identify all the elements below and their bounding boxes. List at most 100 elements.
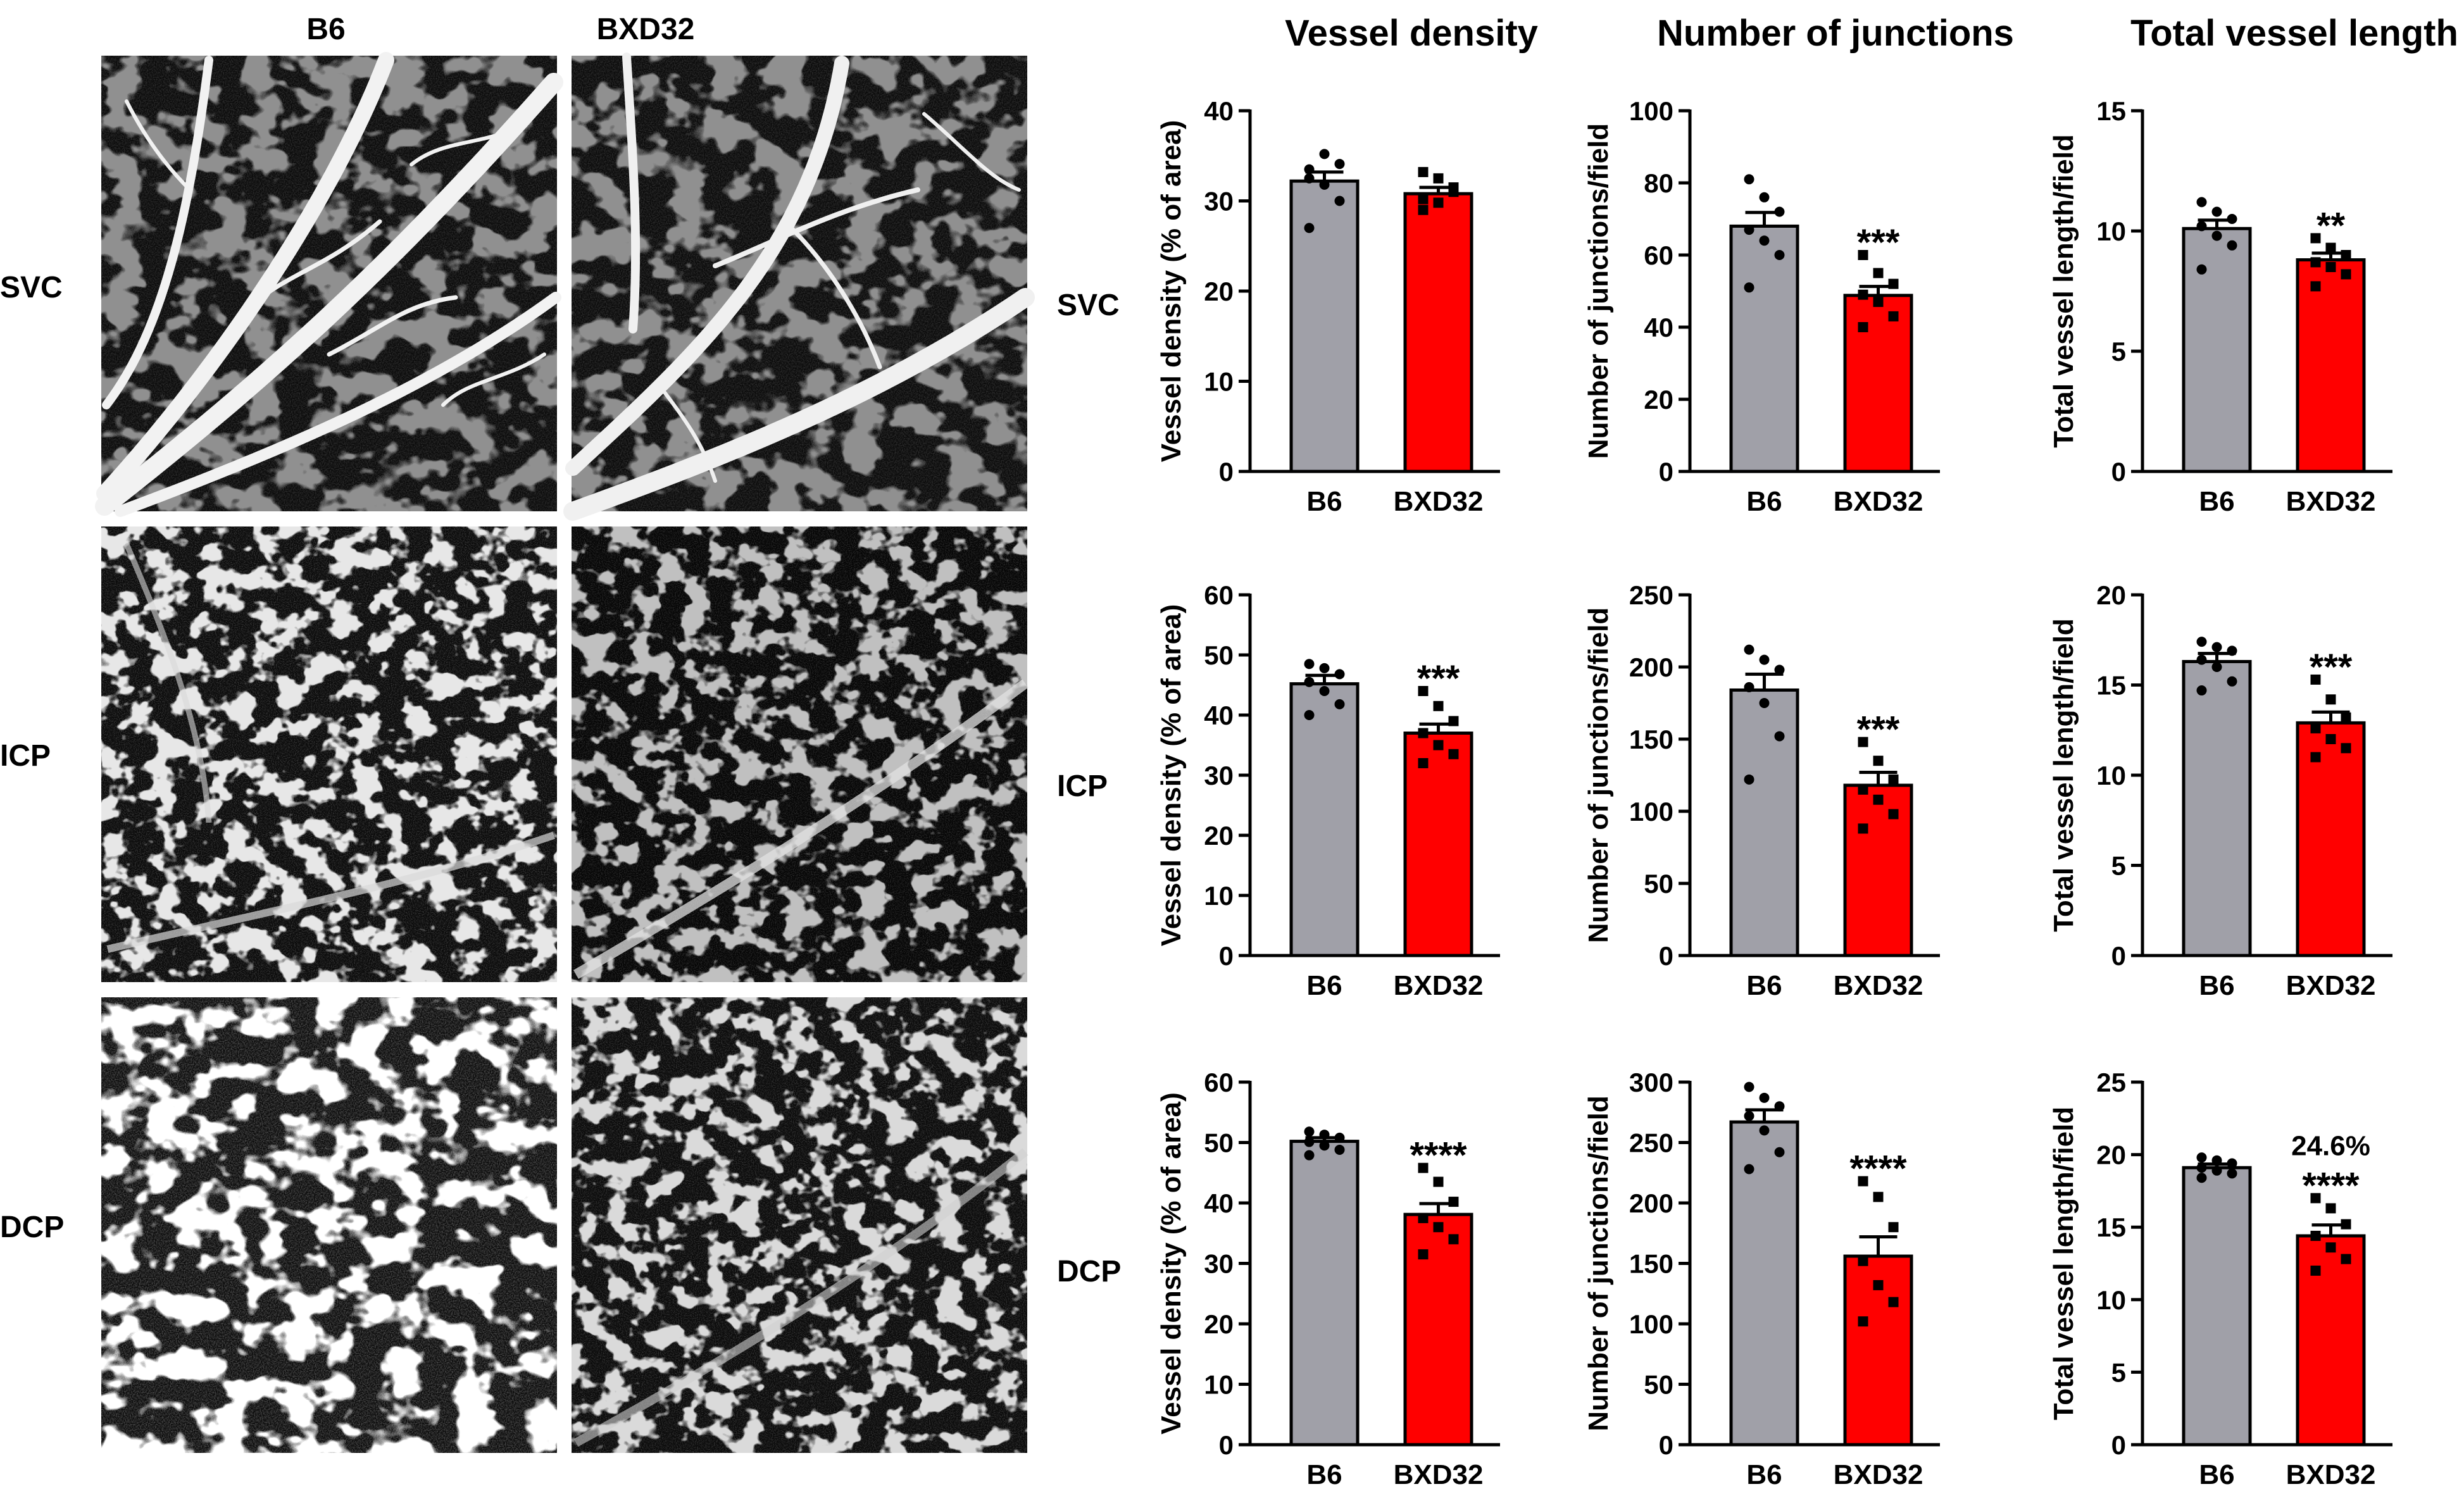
- chart-svc-number-of-junctions-point-b6-6: [1744, 282, 1754, 293]
- chart-dcp-vessel-density-point-bxd32-4: [1433, 1222, 1444, 1233]
- chart-icp-total-vessel-length-point-bxd32-1: [2325, 694, 2336, 705]
- chart-icp-number-of-junctions-point-b6-5: [1774, 731, 1785, 742]
- chart-icp-number-of-junctions-ylabel: Number of junctions/field: [1583, 607, 1614, 943]
- chart-icp-number-of-junctions-point-b6-3: [1744, 682, 1754, 692]
- chart-svc-total-vessel-length-point-bxd32-0: [2310, 233, 2321, 244]
- chart-svc-vessel-density-xtick-label-b6: B6: [1306, 486, 1342, 517]
- chart-dcp-number-of-junctions-significance: ****: [1849, 1149, 1907, 1190]
- chart-dcp-vessel-density-xtick-label-b6: B6: [1306, 1459, 1342, 1489]
- chart-dcp-vessel-density-point-bxd32-2: [1448, 1197, 1459, 1207]
- chart-icp-vessel-density-xtick-label-bxd32: BXD32: [1394, 970, 1484, 1001]
- chart-svc-total-vessel-length-point-bxd32-5: [2341, 269, 2351, 280]
- chart-dcp-total-vessel-length-point-bxd32-3: [2310, 1230, 2321, 1241]
- chart-svc-number-of-junctions-point-b6-5: [1774, 250, 1785, 260]
- chart-dcp-number-of-junctions-xtick-label-b6: B6: [1746, 1459, 1782, 1489]
- chart-icp-total-vessel-length-point-bxd32-6: [2310, 752, 2321, 763]
- column-header-bxd32: BXD32: [597, 13, 695, 46]
- chart-svc-vessel-density-ytick-label-20: 20: [1204, 277, 1234, 306]
- chart-icp-vessel-density-ylabel: Vessel density (% of area): [1156, 604, 1187, 946]
- chart-icp-total-vessel-length-point-b6-3: [2196, 654, 2207, 665]
- chart-svc-number-of-junctions-ytick-label-20: 20: [1644, 385, 1673, 414]
- chart-dcp-number-of-junctions-ytick-label-250: 250: [1629, 1128, 1673, 1158]
- chart-icp-total-vessel-length-ylabel: Total vessel length/field: [2048, 618, 2079, 932]
- chart-icp-number-of-junctions-point-b6-0: [1744, 644, 1754, 655]
- chart-svc-number-of-junctions-point-b6-0: [1744, 174, 1754, 185]
- chart-svc-total-vessel-length-ytick-label-15: 15: [2096, 96, 2126, 126]
- chart-icp-number-of-junctions-xtick-label-bxd32: BXD32: [1834, 970, 1923, 1001]
- chart-svc-number-of-junctions-point-bxd32-4: [1873, 297, 1884, 308]
- chart-icp-total-vessel-length-point-b6-4: [2211, 662, 2222, 672]
- chart-svc-number-of-junctions-bar-b6: [1729, 224, 1799, 473]
- chart-icp-number-of-junctions-point-bxd32-6: [1858, 823, 1868, 834]
- chart-dcp-number-of-junctions-point-b6-0: [1744, 1081, 1754, 1092]
- chart-row-label-dcp: DCP: [1057, 1255, 1121, 1288]
- chart-dcp-number-of-junctions-point-bxd32-5: [1888, 1297, 1899, 1307]
- chart-svc-vessel-density-bar-b6: [1289, 179, 1360, 473]
- chart-svc-total-vessel-length-xtick-label-b6: B6: [2199, 486, 2234, 517]
- chart-icp-total-vessel-length: 0 5 10 15 20 Total vessel length/field B6 BXD32…: [2048, 580, 2392, 1001]
- chart-icp-number-of-junctions-point-bxd32-1: [1873, 756, 1884, 766]
- chart-icp-vessel-density-point-bxd32-3: [1418, 728, 1429, 738]
- chart-dcp-number-of-junctions-point-b6-3: [1744, 1111, 1754, 1121]
- chart-icp-vessel-density-ytick-label-20: 20: [1204, 821, 1234, 850]
- chart-svc-number-of-junctions-point-bxd32-1: [1873, 268, 1884, 278]
- chart-svc-number-of-junctions-xtick-label-b6: B6: [1746, 486, 1782, 517]
- chart-dcp-number-of-junctions-point-b6-6: [1744, 1164, 1754, 1174]
- chart-svc-number-of-junctions-point-b6-1: [1759, 192, 1770, 202]
- chart-dcp-vessel-density-ytick-label-30: 30: [1204, 1249, 1234, 1279]
- chart-dcp-total-vessel-length-point-b6-2: [2227, 1158, 2237, 1169]
- chart-dcp-vessel-density-point-b6-2: [1334, 1132, 1345, 1143]
- chart-dcp-vessel-density-bar-b6: [1289, 1140, 1360, 1447]
- chart-svc-total-vessel-length: 0 5 10 15 Total vessel length/field B6 BXD32 **: [2048, 96, 2392, 517]
- chart-icp-number-of-junctions-ytick-label-100: 100: [1629, 797, 1673, 826]
- chart-svc-vessel-density-point-b6-4: [1319, 179, 1330, 190]
- chart-svc-total-vessel-length-point-bxd32-6: [2310, 281, 2321, 292]
- chart-svc-vessel-density-point-bxd32-4: [1433, 197, 1444, 208]
- chart-dcp-vessel-density-ytick-label-0: 0: [1219, 1430, 1234, 1460]
- chart-icp-total-vessel-length-point-b6-0: [2196, 637, 2207, 647]
- chart-svc-vessel-density-point-b6-1: [1319, 149, 1330, 159]
- chart-dcp-total-vessel-length-ytick-label-20: 20: [2096, 1140, 2126, 1170]
- chart-grid: 0 10 20 30 40 Vessel density (% of area) B6 BXD…: [1156, 96, 2392, 1489]
- chart-dcp-total-vessel-length-ytick-label-25: 25: [2096, 1068, 2126, 1097]
- chart-icp-vessel-density-point-b6-2: [1334, 669, 1345, 680]
- chart-icp-total-vessel-length-point-b6-2: [2227, 645, 2237, 656]
- chart-svc-vessel-density-ytick-label-40: 40: [1204, 96, 1234, 126]
- chart-svc-number-of-junctions-point-b6-2: [1774, 206, 1785, 217]
- chart-svc-vessel-density-point-b6-3: [1304, 173, 1315, 184]
- chart-icp-total-vessel-length-point-bxd32-5: [2341, 743, 2351, 754]
- chart-dcp-vessel-density-point-bxd32-1: [1433, 1176, 1444, 1187]
- chart-dcp-total-vessel-length-ytick-label-0: 0: [2111, 1430, 2126, 1460]
- chart-icp-total-vessel-length-xtick-label-b6: B6: [2199, 970, 2234, 1001]
- chart-icp-total-vessel-length-point-bxd32-0: [2310, 674, 2321, 685]
- chart-dcp-total-vessel-length-point-bxd32-2: [2341, 1219, 2351, 1230]
- chart-icp-total-vessel-length-point-bxd32-4: [2325, 734, 2336, 744]
- chart-svc-total-vessel-length-significance: **: [2317, 205, 2346, 246]
- chart-icp-vessel-density-point-bxd32-2: [1448, 716, 1459, 726]
- chart-icp-number-of-junctions-ytick-label-0: 0: [1659, 941, 1673, 971]
- chart-icp-number-of-junctions-point-b6-2: [1774, 664, 1785, 675]
- chart-svc-total-vessel-length-ylabel: Total vessel length/field: [2048, 134, 2079, 448]
- chart-svc-total-vessel-length-point-bxd32-4: [2325, 262, 2336, 272]
- chart-icp-number-of-junctions-bar-b6: [1729, 688, 1799, 957]
- chart-svc-vessel-density-point-bxd32-1: [1433, 173, 1444, 184]
- micrograph-grid: [95, 52, 1035, 1453]
- chart-icp-number-of-junctions-point-bxd32-2: [1888, 774, 1899, 785]
- chart-svc-number-of-junctions-ytick-label-100: 100: [1629, 96, 1673, 126]
- chart-svc-vessel-density-point-bxd32-0: [1418, 166, 1429, 177]
- chart-icp-total-vessel-length-bar-b6: [2182, 659, 2252, 957]
- chart-dcp-total-vessel-length-point-bxd32-0: [2310, 1193, 2321, 1204]
- chart-dcp-number-of-junctions-point-bxd32-4: [1873, 1280, 1884, 1290]
- chart-svc-number-of-junctions-point-b6-4: [1759, 235, 1770, 246]
- chart-icp-vessel-density-point-bxd32-1: [1433, 701, 1444, 711]
- chart-svc-vessel-density-ytick-label-0: 0: [1219, 457, 1234, 487]
- chart-dcp-vessel-density-ytick-label-60: 60: [1204, 1068, 1234, 1097]
- chart-dcp-vessel-density: 0 10 20 30 40 50 60 Vessel density (% of area) B…: [1156, 1068, 1500, 1489]
- chart-icp-vessel-density-point-b6-4: [1319, 686, 1330, 696]
- chart-svc-vessel-density-point-bxd32-6: [1418, 204, 1429, 215]
- micrograph-dcp-b6: [101, 997, 557, 1453]
- chart-icp-total-vessel-length-ytick-label-10: 10: [2096, 761, 2126, 790]
- chart-icp-vessel-density-ytick-label-10: 10: [1204, 881, 1234, 911]
- chart-svc-number-of-junctions-significance: ***: [1857, 222, 1900, 263]
- chart-dcp-vessel-density-ytick-label-40: 40: [1204, 1188, 1234, 1218]
